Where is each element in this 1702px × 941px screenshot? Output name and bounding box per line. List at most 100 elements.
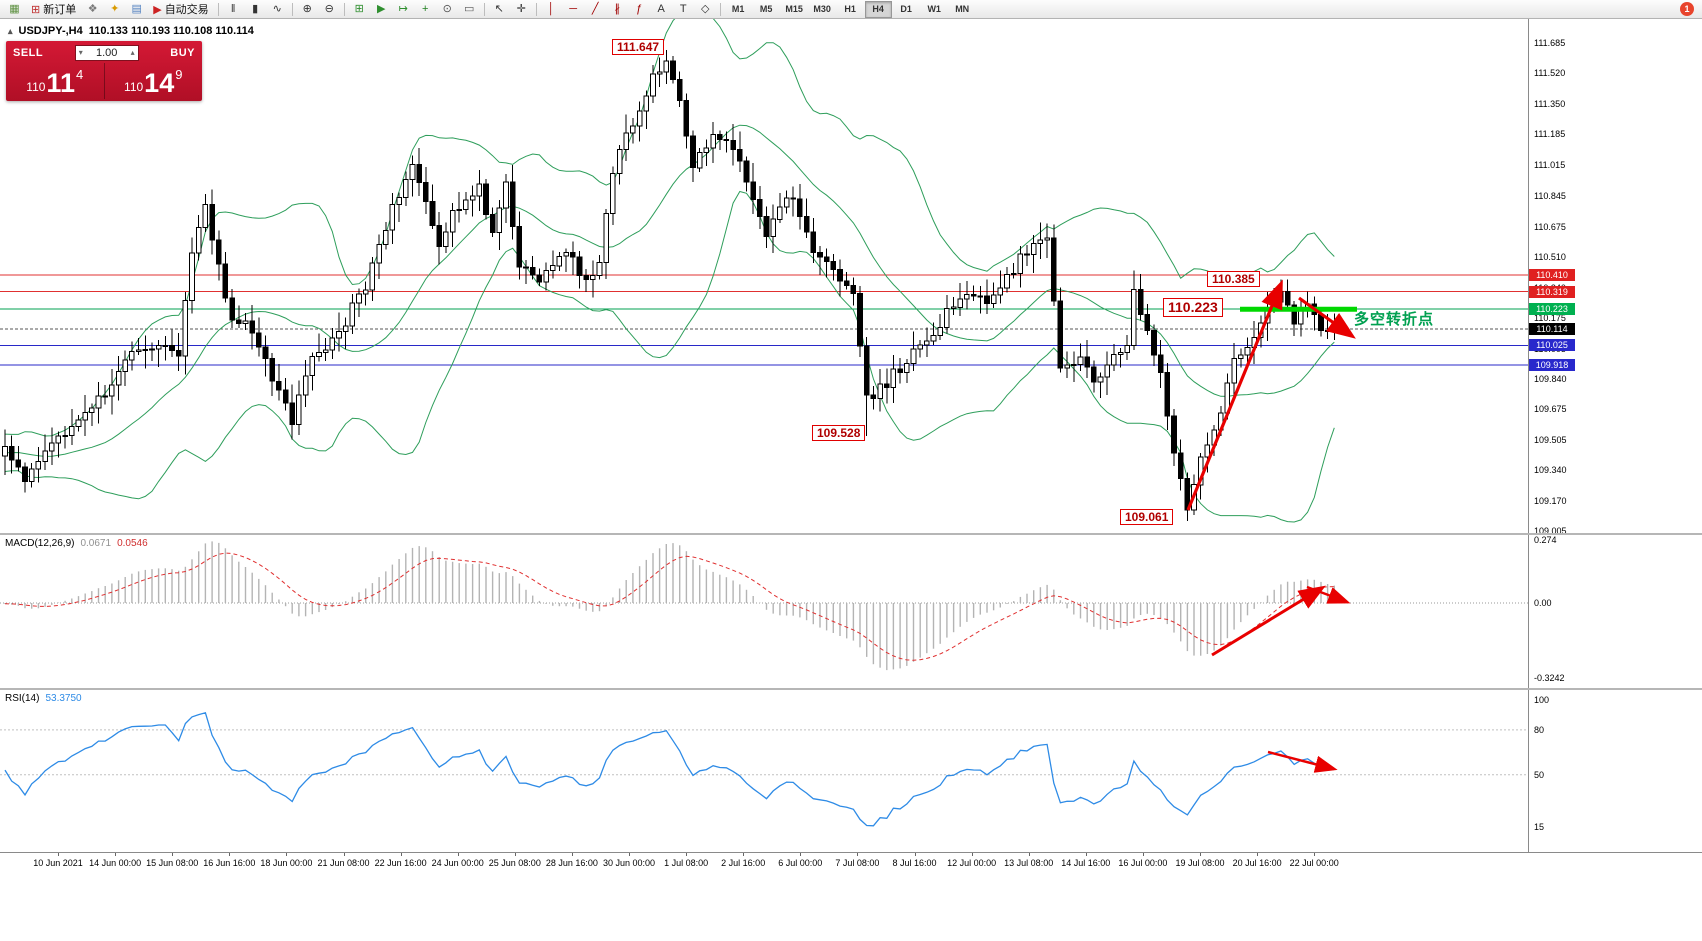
new-order-button[interactable]: ⊞ 新订单 bbox=[26, 1, 81, 17]
candlestick-chart-button[interactable]: ▮ bbox=[252, 3, 259, 15]
notification-badge[interactable]: 1 bbox=[1680, 2, 1694, 16]
price-callout[interactable]: 109.061 bbox=[1120, 509, 1174, 525]
volume-value[interactable]: 1.00 bbox=[95, 47, 118, 59]
buy-button[interactable]: 110 14 9 bbox=[105, 63, 203, 99]
horizontal-line-button[interactable]: ─ bbox=[569, 3, 578, 15]
price-callout[interactable]: 109.528 bbox=[812, 425, 866, 441]
one-click-toggle-icon[interactable]: ▴ bbox=[8, 25, 13, 36]
rsi-panel[interactable] bbox=[0, 690, 1528, 852]
chart-shift-button[interactable]: ↦ bbox=[398, 3, 408, 15]
volume-increase-icon[interactable]: ▴ bbox=[130, 48, 135, 57]
bar-chart-button[interactable]: ‖ bbox=[230, 3, 236, 15]
zoom-out-button[interactable]: ⊖ bbox=[324, 3, 334, 15]
time-axis-label: 8 Jul 16:00 bbox=[892, 858, 937, 868]
templates-button[interactable]: ▭ bbox=[463, 3, 475, 15]
volume-input[interactable]: ▾ 1.00 ▴ bbox=[74, 45, 139, 61]
auto-trading-icon: ▶ bbox=[153, 3, 162, 16]
time-axis-tick bbox=[400, 853, 402, 856]
time-axis-label: 1 Jul 08:00 bbox=[664, 858, 709, 868]
timeframe-mn-button[interactable]: MN bbox=[955, 4, 970, 14]
splitter-rsi[interactable] bbox=[0, 688, 1702, 690]
rsi-name: RSI(14) bbox=[5, 693, 40, 704]
price-tag: 110.319 bbox=[1529, 285, 1575, 298]
macd-panel[interactable] bbox=[0, 535, 1528, 688]
vertical-line-button[interactable]: │ bbox=[547, 3, 555, 15]
rsi-axis-label: 80 bbox=[1534, 724, 1545, 735]
fibonacci-button[interactable]: ƒ bbox=[636, 3, 643, 15]
label-button[interactable]: T bbox=[679, 3, 687, 15]
time-axis-label: 22 Jul 00:00 bbox=[1289, 858, 1339, 868]
volume-decrease-icon[interactable]: ▾ bbox=[78, 48, 83, 57]
data-window-button[interactable]: ▤ bbox=[131, 3, 142, 15]
time-axis-tick bbox=[629, 853, 630, 856]
quotes-button[interactable]: ✦ bbox=[110, 3, 120, 15]
price-axis-label: 109.005 bbox=[1534, 526, 1567, 536]
timeframe-d1-button[interactable]: D1 bbox=[900, 4, 912, 14]
time-axis-label: 14 Jun 00:00 bbox=[89, 858, 142, 868]
trend-arrow[interactable] bbox=[1267, 750, 1338, 773]
time-axis-label: 7 Jul 08:00 bbox=[835, 858, 880, 868]
sell-big-figure: 110 bbox=[26, 80, 46, 94]
time-axis[interactable]: 10 Jun 2021 14 Jun 00:00 15 Jun 08:00 16 Ju… bbox=[0, 852, 1702, 873]
buy-label: BUY bbox=[170, 47, 195, 59]
text-button[interactable]: A bbox=[657, 3, 665, 15]
timeframe-m15-button[interactable]: M15 bbox=[785, 4, 803, 14]
timeframe-m30-button[interactable]: M30 bbox=[813, 4, 831, 14]
time-axis-tick bbox=[115, 853, 117, 856]
timeframe-h1-button[interactable]: H1 bbox=[844, 4, 856, 14]
price-axis-label: 110.845 bbox=[1534, 190, 1566, 201]
price-axis-label: 111.015 bbox=[1534, 160, 1566, 170]
zoom-in-button[interactable]: ⊕ bbox=[302, 3, 312, 15]
crosshair-button[interactable]: ✛ bbox=[516, 3, 526, 15]
price-axis-label: 109.505 bbox=[1534, 434, 1567, 445]
symbol-title: USDJPY-,H4 bbox=[18, 25, 83, 37]
chart-profiles-button[interactable]: ❖ bbox=[87, 3, 98, 15]
time-axis-label: 28 Jun 16:00 bbox=[545, 858, 598, 868]
time-axis-tick bbox=[743, 853, 745, 856]
line-chart-button[interactable]: ∿ bbox=[272, 3, 282, 15]
rsi-value: 53.3750 bbox=[45, 693, 82, 704]
bollinger-middle bbox=[4, 124, 1335, 457]
price-axis-label: 109.840 bbox=[1534, 373, 1567, 384]
price-callout[interactable]: 111.647 bbox=[612, 39, 665, 55]
sell-button[interactable]: 110 11 4 bbox=[6, 63, 104, 99]
price-callout[interactable]: 110.223 bbox=[1163, 298, 1223, 317]
time-axis-label: 15 Jun 08:00 bbox=[146, 858, 199, 868]
periods-button[interactable]: ⊙ bbox=[442, 3, 452, 15]
timeframe-w1-button[interactable]: W1 bbox=[927, 4, 941, 14]
trend-arrow[interactable] bbox=[1186, 279, 1283, 511]
price-chart[interactable] bbox=[0, 19, 1528, 533]
symbol-ohlc: 110.133 110.193 110.108 110.114 bbox=[88, 25, 254, 37]
macd-axis-label: 0.274 bbox=[1534, 534, 1557, 545]
price-axis[interactable] bbox=[1529, 19, 1702, 852]
price-tag: 110.114 bbox=[1529, 323, 1575, 336]
cursor-button[interactable]: ↖ bbox=[494, 3, 504, 15]
channel-button[interactable]: ∦ bbox=[614, 3, 620, 15]
trend-arrow[interactable] bbox=[1306, 585, 1351, 604]
auto-trading-button-label: 自动交易 bbox=[164, 4, 209, 16]
rsi-label: RSI(14) 53.3750 bbox=[5, 693, 82, 704]
auto-scroll-button[interactable]: ▶ bbox=[376, 3, 386, 15]
price-axis-label: 111.350 bbox=[1534, 99, 1566, 109]
time-axis-tick bbox=[571, 853, 573, 856]
time-axis-label: 20 Jul 16:00 bbox=[1232, 858, 1282, 868]
timeframe-m1-button[interactable]: M1 bbox=[731, 4, 745, 14]
trend-arrow[interactable] bbox=[1211, 585, 1326, 657]
shapes-button[interactable]: ◇ bbox=[700, 3, 710, 15]
price-axis-label: 111.185 bbox=[1534, 129, 1566, 140]
time-axis-label: 25 Jun 08:00 bbox=[488, 858, 541, 868]
pivot-annotation[interactable]: 多空转折点 bbox=[1354, 311, 1435, 328]
trend-arrow[interactable] bbox=[1298, 296, 1356, 339]
timeframe-m5-button[interactable]: M5 bbox=[759, 4, 773, 14]
timeframe-h4-button[interactable]: H4 bbox=[864, 0, 892, 18]
new-chart-button[interactable]: ▦ bbox=[9, 3, 20, 15]
splitter-macd[interactable] bbox=[0, 533, 1702, 535]
macd-axis-label: -0.3242 bbox=[1534, 672, 1565, 683]
price-callout[interactable]: 110.385 bbox=[1207, 271, 1260, 287]
auto-trading-button[interactable]: ▶ 自动交易 bbox=[148, 1, 213, 17]
time-axis-tick bbox=[800, 853, 802, 856]
price-axis-label: 109.675 bbox=[1534, 404, 1567, 414]
tile-windows-button[interactable]: ⊞ bbox=[354, 3, 364, 15]
indicators-button[interactable]: + bbox=[421, 3, 429, 15]
trendline-button[interactable]: ╱ bbox=[591, 3, 599, 15]
